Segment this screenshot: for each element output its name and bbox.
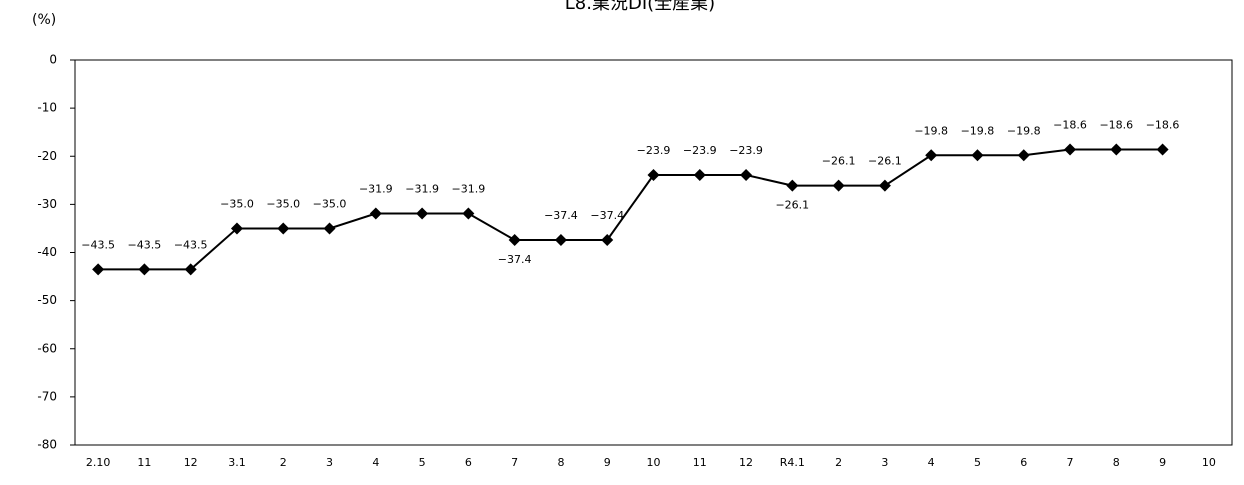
- data-point: [277, 222, 290, 235]
- data-point: [92, 263, 105, 276]
- data-label: −43.5: [174, 238, 208, 251]
- x-tick-label: 9: [1159, 456, 1166, 469]
- chart-title: L8.業況DI(全産業): [565, 0, 715, 14]
- y-tick-label: -10: [37, 101, 57, 115]
- data-point: [1110, 143, 1123, 156]
- data-label: −31.9: [405, 183, 439, 196]
- data-label: −23.9: [683, 144, 717, 157]
- x-tick-label: 3: [326, 456, 333, 469]
- x-tick-label: 11: [137, 456, 151, 469]
- x-tick-label: 10: [647, 456, 661, 469]
- data-point: [647, 169, 660, 182]
- data-label: −37.4: [498, 253, 532, 266]
- x-tick-label: 8: [557, 456, 564, 469]
- data-label: −31.9: [359, 183, 393, 196]
- x-tick-label: 6: [1020, 456, 1027, 469]
- data-label: −18.6: [1146, 119, 1180, 132]
- data-point: [601, 233, 614, 246]
- data-point: [508, 233, 521, 246]
- x-tick-label: 2: [835, 456, 842, 469]
- data-point: [740, 169, 753, 182]
- series-line: [98, 148, 1163, 271]
- data-label: −37.4: [544, 209, 578, 222]
- data-label: −35.0: [313, 197, 347, 210]
- x-tick-label: 3.1: [228, 456, 246, 469]
- x-tick-label: 6: [465, 456, 472, 469]
- data-label: −23.9: [729, 144, 763, 157]
- data-label: −37.4: [590, 209, 624, 222]
- x-tick-label: 12: [739, 456, 753, 469]
- y-tick-label: 0: [49, 53, 57, 67]
- x-tick-label: 7: [511, 456, 518, 469]
- data-point: [1156, 143, 1169, 156]
- data-point: [971, 149, 984, 162]
- x-tick-label: 4: [372, 456, 379, 469]
- x-tick-label: 3: [881, 456, 888, 469]
- y-tick-label: -30: [37, 197, 57, 211]
- data-point: [323, 222, 336, 235]
- data-point: [230, 222, 243, 235]
- x-tick-label: R4.1: [780, 456, 805, 469]
- x-tick-label: 5: [419, 456, 426, 469]
- x-tick-label: 2: [280, 456, 287, 469]
- data-label: −19.8: [914, 124, 948, 137]
- data-point: [138, 263, 151, 276]
- data-point: [416, 207, 429, 220]
- data-label: −26.1: [868, 155, 902, 168]
- data-label: −35.0: [266, 197, 300, 210]
- data-label: −19.8: [1007, 124, 1041, 137]
- y-tick-label: -50: [37, 293, 57, 307]
- data-label: −35.0: [220, 197, 254, 210]
- data-label: −26.1: [822, 155, 856, 168]
- x-tick-label: 10: [1202, 456, 1216, 469]
- data-point: [693, 169, 706, 182]
- data-point: [184, 263, 197, 276]
- y-tick-label: -40: [37, 245, 57, 259]
- y-axis-label: (%): [32, 12, 56, 28]
- x-tick-label: 7: [1067, 456, 1074, 469]
- data-point: [462, 207, 475, 220]
- data-point: [925, 149, 938, 162]
- x-tick-label: 5: [974, 456, 981, 469]
- data-point: [1017, 149, 1030, 162]
- data-label: −26.1: [775, 199, 809, 212]
- data-point: [554, 233, 567, 246]
- x-tick-label: 4: [928, 456, 935, 469]
- data-point: [878, 179, 891, 192]
- data-label: −18.6: [1053, 119, 1087, 132]
- x-tick-label: 11: [693, 456, 707, 469]
- data-label: −43.5: [128, 238, 162, 251]
- data-label: −18.6: [1099, 119, 1133, 132]
- data-point: [369, 207, 382, 220]
- data-point: [832, 179, 845, 192]
- x-tick-label: 2.10: [86, 456, 111, 469]
- data-label: −23.9: [637, 144, 671, 157]
- data-label: −19.8: [961, 124, 995, 137]
- x-tick-label: 8: [1113, 456, 1120, 469]
- x-tick-label: 12: [184, 456, 198, 469]
- x-tick-label: 9: [604, 456, 611, 469]
- y-tick-label: -60: [37, 341, 57, 355]
- data-label: −43.5: [81, 238, 115, 251]
- data-point: [1064, 143, 1077, 156]
- data-label: −31.9: [452, 183, 486, 196]
- y-tick-label: -20: [37, 149, 57, 163]
- y-tick-label: -80: [37, 438, 57, 452]
- y-tick-label: -70: [37, 389, 57, 403]
- data-point: [786, 179, 799, 192]
